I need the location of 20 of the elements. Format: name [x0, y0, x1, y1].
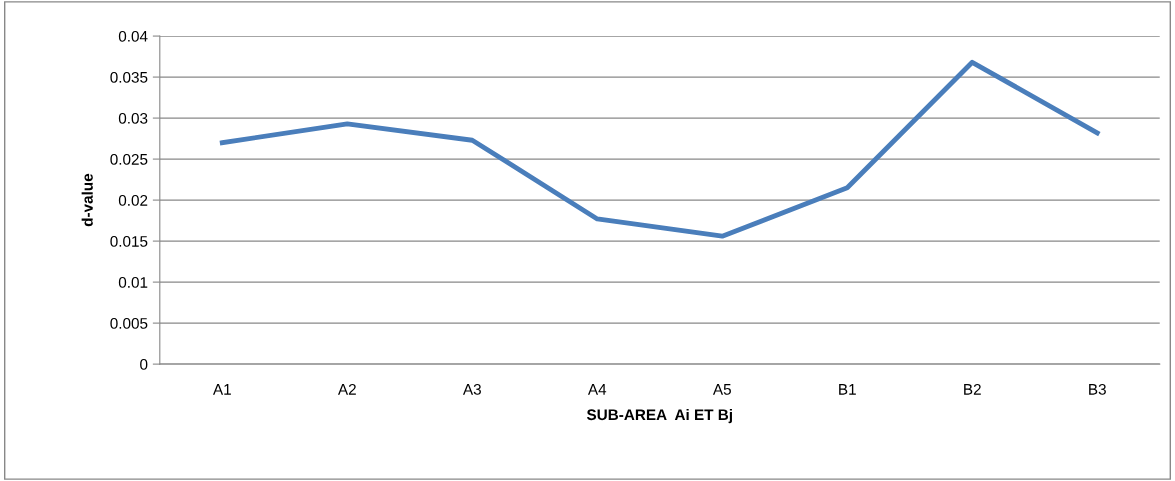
x-axis-title: SUB-AREA Ai ET Bj [586, 408, 732, 424]
y-tick-label: 0.005 [110, 317, 148, 329]
y-axis-title: d-value [81, 173, 93, 227]
line-series [219, 59, 1100, 239]
x-tick-label: A1 [212, 384, 231, 395]
x-tick-label: A4 [587, 384, 607, 395]
y-tick-label: 0.02 [118, 194, 148, 206]
y-tick-label: 0.04 [118, 30, 148, 42]
x-tick-label: B1 [839, 384, 856, 395]
y-tick-label: 0.01 [118, 276, 148, 288]
x-tick-label: A3 [462, 383, 481, 395]
y-tick-label: 0 [140, 358, 148, 370]
x-tick-label: B3 [1089, 383, 1106, 395]
y-tick-label: 0.03 [118, 112, 148, 124]
y-tick-label: 0.025 [110, 153, 148, 165]
y-tick-label: 0.015 [110, 235, 148, 247]
x-tick-label: A2 [337, 383, 356, 395]
x-tick-label: A5 [712, 384, 731, 395]
y-tick-label: 0.035 [110, 71, 148, 83]
x-tick-label: B2 [964, 383, 981, 395]
